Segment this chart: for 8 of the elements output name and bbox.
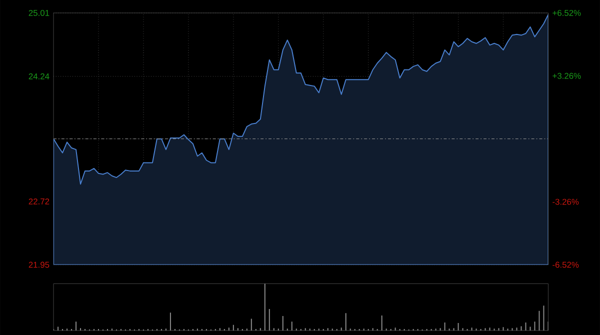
y-tick-label: 22.72 <box>28 198 50 204</box>
y-tick-label: 24.24 <box>28 73 50 80</box>
y2-tick-label: +6.52% <box>552 10 581 16</box>
y2-tick-label: -6.52% <box>552 262 579 268</box>
y-tick-label: 25.01 <box>28 10 50 16</box>
y-tick-label: 21.95 <box>28 262 50 268</box>
y2-tick-label: -3.26% <box>552 198 579 205</box>
y2-tick-label: +3.26% <box>552 72 581 79</box>
